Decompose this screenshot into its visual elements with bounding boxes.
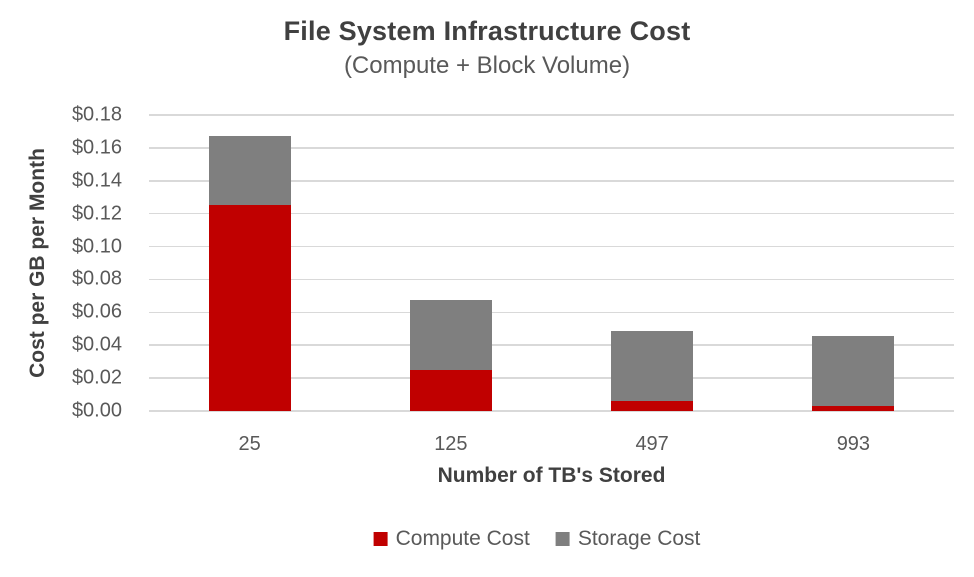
y-axis-ticks: $0.18 $0.16 $0.14 $0.12 $0.10 $0.08 $0.06 $0.04… xyxy=(0,104,122,422)
gridline xyxy=(149,377,954,379)
x-axis-title: Number of TB's Stored xyxy=(437,464,666,487)
y-tick-label: $0.04 xyxy=(71,333,122,356)
legend-item-compute-cost: Compute Cost xyxy=(373,527,530,551)
gridline xyxy=(149,278,954,281)
bar-segment-compute-cost-25 xyxy=(208,205,291,411)
x-tick-label-497: 497 xyxy=(635,433,669,455)
legend-item-storage-cost: Storage Cost xyxy=(555,527,701,551)
y-tick-label: $0.06 xyxy=(71,300,122,323)
x-tick-label-25: 25 xyxy=(238,433,261,455)
y-tick-label: $0.12 xyxy=(71,202,122,225)
x-axis-labels: 25 125 497 993 xyxy=(149,433,954,457)
gridline xyxy=(149,245,954,248)
gridline xyxy=(149,410,954,412)
chart-title: File System Infrastructure Cost xyxy=(283,16,691,46)
y-tick-label: $0.08 xyxy=(71,267,122,290)
y-tick-label: $0.02 xyxy=(71,366,122,389)
y-tick-label: $0.14 xyxy=(71,169,122,192)
chart-subtitle: (Compute + Block Volume) xyxy=(343,52,631,79)
gridline xyxy=(149,344,954,346)
gridline xyxy=(149,180,954,182)
legend-label: Compute Cost xyxy=(395,527,530,550)
bar-segment-storage-cost-993 xyxy=(812,336,895,406)
gridline xyxy=(149,114,954,116)
plot-area xyxy=(149,114,954,412)
bar-segment-storage-cost-497 xyxy=(611,330,694,401)
legend-swatch-icon xyxy=(373,532,388,546)
gridline xyxy=(149,147,954,149)
x-tick-label-125: 125 xyxy=(434,433,468,455)
y-tick-label: $0.10 xyxy=(71,235,122,258)
bar-segment-storage-cost-125 xyxy=(409,300,492,370)
gridline xyxy=(149,311,954,314)
y-tick-label: $0.00 xyxy=(71,399,122,422)
y-tick-label: $0.16 xyxy=(71,136,122,159)
legend: Compute Cost Storage Cost xyxy=(373,527,701,551)
legend-swatch-icon xyxy=(555,532,570,546)
x-tick-label-993: 993 xyxy=(836,433,871,455)
y-tick-label: $0.18 xyxy=(71,103,122,126)
bar-segment-compute-cost-497 xyxy=(611,400,694,411)
bar-segment-compute-cost-125 xyxy=(409,369,492,411)
gridline xyxy=(149,212,954,215)
legend-label: Storage Cost xyxy=(577,527,701,550)
bar-segment-storage-cost-25 xyxy=(208,135,291,206)
bar-segment-compute-cost-993 xyxy=(812,405,895,411)
